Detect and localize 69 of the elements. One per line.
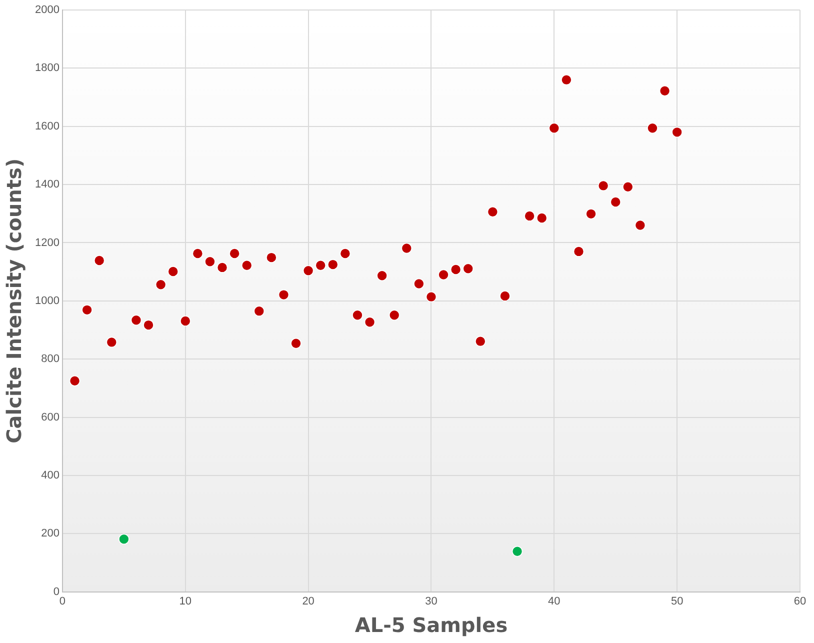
point — [512, 546, 523, 557]
point — [352, 310, 363, 321]
point — [94, 255, 105, 266]
point — [254, 306, 265, 316]
point — [622, 181, 634, 192]
point — [598, 180, 609, 192]
point — [278, 289, 290, 300]
point — [364, 316, 376, 328]
y-axis-title: Calcite Intensity (counts) — [2, 158, 26, 444]
point — [500, 290, 510, 302]
point — [376, 270, 388, 281]
x-tick-label: 10 — [179, 595, 192, 608]
point — [290, 338, 302, 349]
point — [647, 122, 658, 134]
point — [204, 256, 216, 268]
point — [143, 320, 154, 330]
point — [610, 196, 622, 208]
point — [315, 260, 326, 271]
y-tick-label: 1400 — [34, 178, 60, 191]
point — [328, 259, 338, 270]
y-tick-label: 1600 — [34, 120, 60, 132]
point — [229, 248, 240, 259]
point — [414, 278, 424, 290]
point — [450, 264, 462, 275]
point — [155, 279, 166, 290]
x-tick-label: 60 — [794, 595, 806, 608]
y-tick-label: 1800 — [34, 62, 60, 74]
point — [475, 336, 486, 347]
point — [241, 260, 252, 271]
point — [536, 212, 548, 224]
y-tick-label: 400 — [41, 469, 60, 482]
point — [266, 252, 277, 263]
point — [426, 291, 437, 302]
point — [573, 246, 584, 257]
point — [192, 248, 204, 259]
point — [561, 74, 572, 86]
point — [487, 206, 498, 218]
point — [634, 220, 646, 231]
point — [340, 248, 351, 259]
y-tick-label: 600 — [41, 411, 60, 424]
point — [82, 304, 92, 316]
y-tick-label: 200 — [41, 528, 60, 540]
point — [548, 122, 560, 134]
point — [462, 263, 474, 274]
point — [216, 262, 228, 273]
y-tick-label: 1200 — [34, 236, 60, 249]
y-tick-label: 1000 — [34, 294, 60, 307]
point — [672, 126, 682, 138]
point — [168, 266, 178, 277]
point — [388, 310, 400, 321]
point — [180, 316, 191, 326]
y-tick-label: 2000 — [34, 4, 60, 16]
x-tick-label: 40 — [548, 595, 560, 608]
y-tick-label: 0 — [53, 586, 60, 598]
y-tick-label: 800 — [41, 353, 60, 366]
point — [438, 269, 449, 280]
point — [118, 534, 130, 545]
x-axis-title: AL-5 Samples — [354, 613, 508, 638]
point — [659, 85, 670, 96]
x-tick-label: 20 — [302, 595, 314, 608]
point — [130, 314, 142, 326]
x-tick-label: 50 — [670, 595, 684, 608]
point — [302, 265, 314, 276]
point — [524, 210, 535, 222]
point — [401, 242, 412, 254]
point — [106, 336, 118, 348]
x-tick-label: 30 — [425, 595, 438, 608]
point — [586, 208, 596, 220]
point — [69, 376, 80, 386]
